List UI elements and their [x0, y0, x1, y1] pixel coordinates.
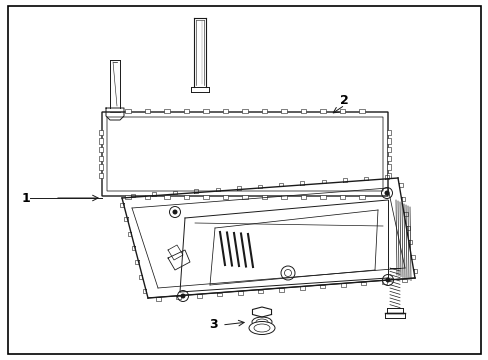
- Bar: [386, 147, 390, 152]
- Bar: [242, 108, 247, 113]
- Bar: [222, 195, 228, 198]
- Bar: [144, 108, 150, 113]
- Bar: [98, 138, 103, 144]
- Bar: [125, 195, 130, 198]
- Bar: [261, 195, 267, 198]
- Bar: [242, 195, 247, 198]
- Bar: [203, 108, 208, 113]
- Bar: [320, 108, 325, 113]
- Bar: [386, 138, 390, 144]
- Text: 3: 3: [209, 319, 218, 332]
- Bar: [164, 108, 169, 113]
- Bar: [386, 164, 390, 170]
- Bar: [98, 147, 103, 152]
- Bar: [386, 173, 390, 179]
- Bar: [359, 195, 364, 198]
- Bar: [386, 156, 390, 161]
- Bar: [320, 195, 325, 198]
- Bar: [144, 195, 150, 198]
- Bar: [125, 108, 130, 113]
- Ellipse shape: [256, 319, 267, 325]
- Bar: [183, 195, 189, 198]
- Bar: [98, 130, 103, 135]
- Bar: [281, 108, 286, 113]
- Circle shape: [385, 278, 390, 283]
- Bar: [359, 108, 364, 113]
- Ellipse shape: [248, 321, 274, 334]
- Bar: [300, 195, 306, 198]
- Ellipse shape: [253, 324, 269, 332]
- Text: 2: 2: [339, 94, 348, 107]
- Bar: [164, 195, 169, 198]
- Bar: [98, 173, 103, 179]
- Bar: [183, 108, 189, 113]
- Bar: [339, 195, 345, 198]
- Circle shape: [180, 293, 185, 298]
- Bar: [98, 156, 103, 161]
- Bar: [300, 108, 306, 113]
- Bar: [339, 108, 345, 113]
- Bar: [386, 130, 390, 135]
- Bar: [222, 108, 228, 113]
- Bar: [281, 195, 286, 198]
- Ellipse shape: [251, 317, 271, 327]
- Circle shape: [384, 190, 389, 195]
- Bar: [261, 108, 267, 113]
- Bar: [98, 164, 103, 170]
- Text: 1: 1: [22, 192, 31, 204]
- Circle shape: [172, 210, 177, 215]
- Bar: [203, 195, 208, 198]
